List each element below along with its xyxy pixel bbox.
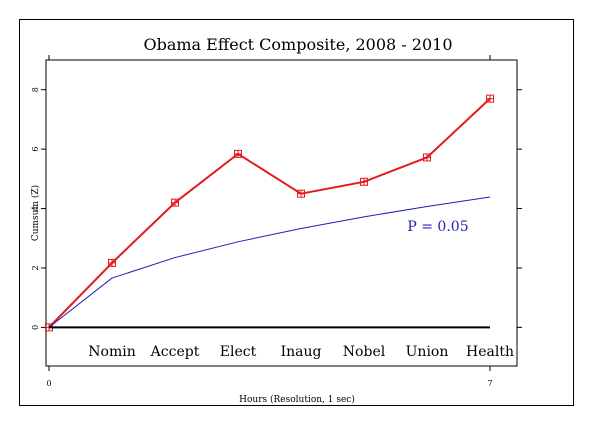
event-label: Health xyxy=(466,344,514,360)
y-tick-label: 2 xyxy=(31,265,40,270)
x-tick-label: 7 xyxy=(487,379,492,388)
y-tick-label: 4 xyxy=(31,206,40,211)
x-axis-label: Hours (Resolution, 1 sec) xyxy=(239,394,355,405)
plot-area xyxy=(45,59,518,367)
event-label: Nomin xyxy=(88,344,135,360)
composite-cumsum-line xyxy=(48,97,491,329)
chart-frame xyxy=(19,19,574,406)
y-tick-label: 8 xyxy=(31,87,40,92)
p05-envelope-line xyxy=(48,196,491,328)
event-label: Nobel xyxy=(343,344,386,360)
x-tick-label: 0 xyxy=(46,379,51,388)
series-layer xyxy=(45,94,494,332)
y-axis: 0 2 4 6 8 xyxy=(31,87,522,330)
event-labels: Nomin Accept Elect Inaug Nobel Union Health xyxy=(88,344,514,360)
y-tick-label: 6 xyxy=(31,147,40,152)
event-label: Accept xyxy=(150,344,200,360)
y-axis-label: Cumsum (Z) xyxy=(30,185,41,241)
event-label: Inaug xyxy=(281,344,322,360)
event-label: Union xyxy=(406,344,449,360)
y-tick-label: 0 xyxy=(31,325,40,330)
event-label: Elect xyxy=(220,344,257,360)
chart-title: Obama Effect Composite, 2008 - 2010 xyxy=(143,35,452,54)
significance-annotation: P = 0.05 xyxy=(407,219,468,235)
